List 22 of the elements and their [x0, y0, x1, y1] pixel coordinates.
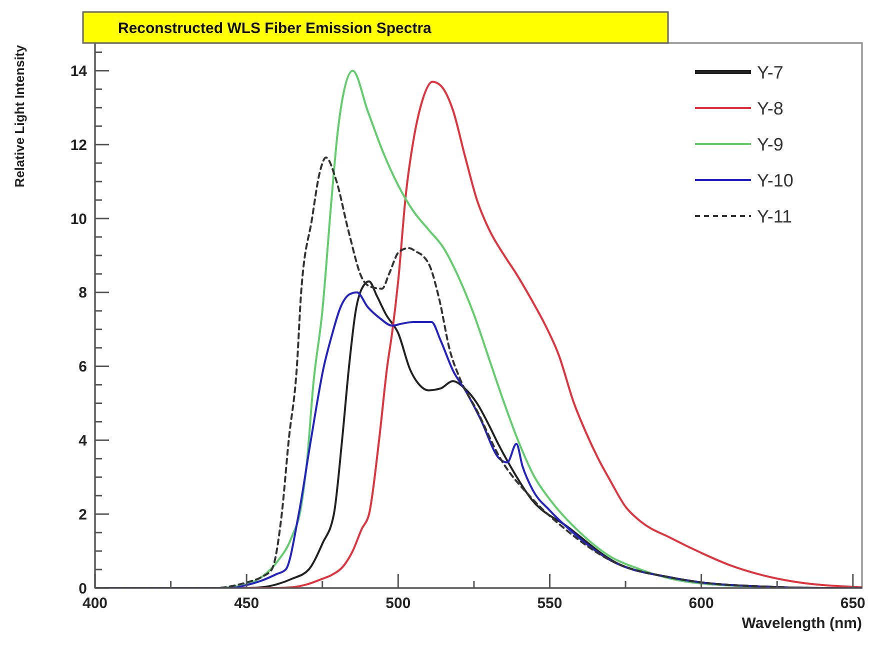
x-tick-label: 450 [234, 595, 260, 612]
y-tick-label: 6 [78, 358, 87, 376]
legend-label: Y-10 [757, 170, 794, 190]
y-tick-label: 14 [70, 62, 88, 80]
x-tick-label: 400 [82, 595, 108, 612]
x-tick-label: 650 [840, 595, 866, 612]
y-tick-label: 0 [78, 580, 87, 598]
x-axis-title: Wavelength (nm) [742, 615, 862, 632]
y-axis-title: Relative Light Intensity [12, 44, 27, 188]
legend-label: Y-7 [757, 62, 784, 82]
chart-title: Reconstructed WLS Fiber Emission Spectra [118, 20, 432, 37]
x-tick-label: 600 [688, 595, 714, 612]
y-tick-label: 2 [78, 506, 87, 524]
x-tick-label: 500 [386, 595, 411, 612]
y-tick-label: 8 [78, 284, 87, 302]
legend-label: Y-11 [757, 206, 792, 226]
y-tick-label: 10 [70, 210, 87, 228]
x-tick-label: 550 [537, 595, 562, 612]
legend-label: Y-9 [757, 134, 784, 154]
y-tick-label: 4 [78, 432, 88, 450]
legend-label: Y-8 [757, 98, 784, 118]
y-tick-label: 12 [70, 136, 87, 154]
